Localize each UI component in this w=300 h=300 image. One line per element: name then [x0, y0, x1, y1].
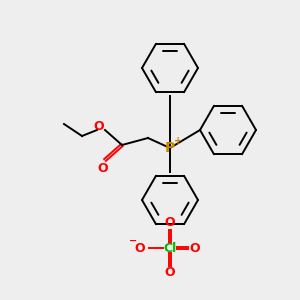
- Text: −: −: [129, 236, 137, 246]
- Text: Cl: Cl: [164, 242, 177, 254]
- Text: O: O: [94, 119, 104, 133]
- Text: P: P: [165, 141, 175, 155]
- Text: O: O: [190, 242, 200, 254]
- Text: O: O: [165, 266, 175, 280]
- Text: O: O: [135, 242, 145, 254]
- Text: O: O: [98, 163, 108, 176]
- Text: O: O: [165, 217, 175, 230]
- Text: +: +: [174, 136, 182, 146]
